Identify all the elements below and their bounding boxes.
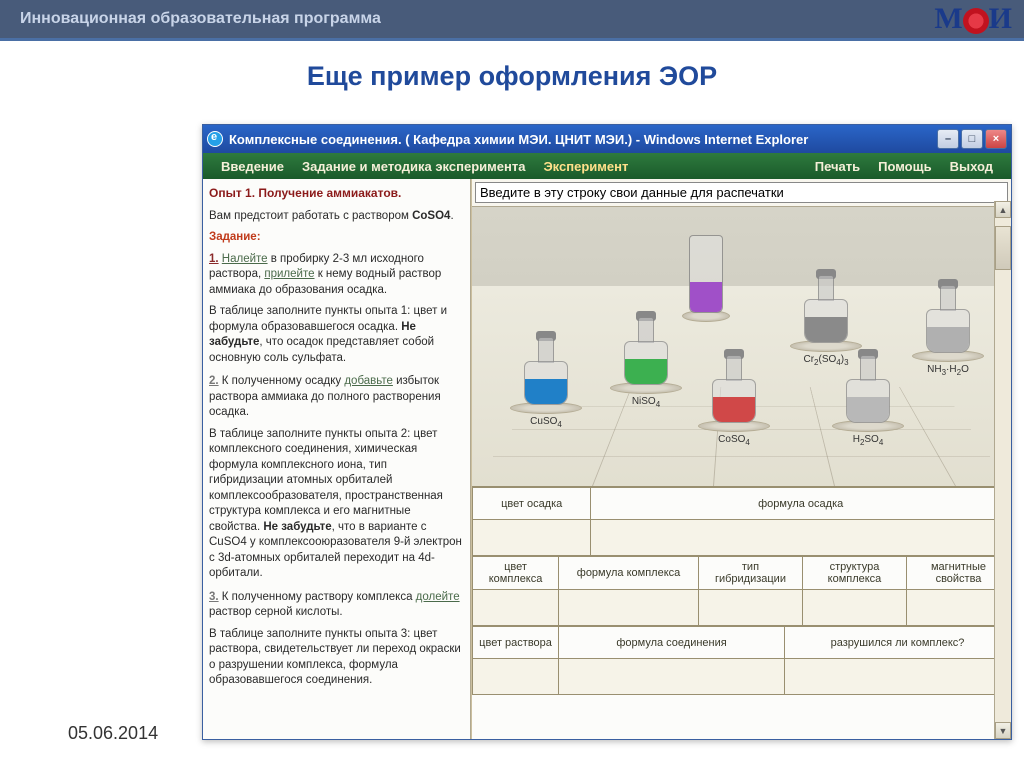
ie-window: Комплексные соединения. ( Кафедра химии … bbox=[202, 124, 1012, 740]
lab-3d-area[interactable]: CuSO4 NiSO4CoSO4 Cr2(SO4)3H2SO4NH3·H2O bbox=[472, 207, 1011, 487]
instructions-pane: Опыт 1. Получение аммиакатов. Вам предст… bbox=[203, 179, 471, 739]
step1-note: В таблице заполните пункты опыта 1: цвет… bbox=[209, 304, 464, 366]
menu-intro[interactable]: Введение bbox=[221, 159, 284, 174]
t2-h3: тип гибридизации bbox=[698, 557, 802, 590]
menu-exit[interactable]: Выход bbox=[950, 159, 993, 174]
vessel-CoSO4[interactable]: CoSO4 bbox=[698, 355, 770, 447]
vessel-Cr2(SO4)3[interactable]: Cr2(SO4)3 bbox=[790, 275, 862, 367]
minimize-button[interactable]: – bbox=[937, 129, 959, 149]
menu-task[interactable]: Задание и методика эксперимента bbox=[302, 159, 525, 174]
vessel-CuSO4[interactable]: CuSO4 bbox=[510, 337, 582, 429]
t1-c1[interactable] bbox=[473, 520, 591, 556]
menu-help[interactable]: Помощь bbox=[878, 159, 931, 174]
scroll-down-button[interactable]: ▼ bbox=[995, 722, 1011, 739]
table-3: цвет раствора формула соединения разруши… bbox=[472, 626, 1011, 695]
step1: 1. Налейте в пробирку 2-3 мл исходного р… bbox=[209, 252, 464, 299]
t3-h2: формула соединения bbox=[559, 627, 785, 659]
vessel-NH3·H2O[interactable]: NH3·H2O bbox=[912, 285, 984, 377]
intro-text: Вам предстоит работать с раствором CoSO4… bbox=[209, 209, 464, 225]
t1-c2[interactable] bbox=[591, 520, 1011, 556]
ie-icon bbox=[207, 131, 223, 147]
content-area: Опыт 1. Получение аммиакатов. Вам предст… bbox=[203, 179, 1011, 739]
slide-title: Еще пример оформления ЭОР bbox=[0, 41, 1024, 100]
t3-h1: цвет раствора bbox=[473, 627, 559, 659]
maximize-button[interactable]: □ bbox=[961, 129, 983, 149]
t2-h1: цвет комплекса bbox=[473, 557, 559, 590]
scroll-thumb[interactable] bbox=[995, 226, 1011, 270]
print-input-row bbox=[472, 179, 1011, 207]
vessel-tube[interactable] bbox=[682, 235, 730, 324]
link-add-excess[interactable]: добавьте bbox=[344, 375, 393, 387]
task-label: Задание: bbox=[209, 230, 464, 246]
print-data-input[interactable] bbox=[475, 182, 1008, 203]
experiment-pane: CuSO4 NiSO4CoSO4 Cr2(SO4)3H2SO4NH3·H2O цве… bbox=[471, 179, 1011, 739]
step3-note: В таблице заполните пункты опыта 3: цвет… bbox=[209, 627, 464, 689]
scroll-up-button[interactable]: ▲ bbox=[995, 201, 1011, 218]
t2-h2: формула комплекса bbox=[559, 557, 699, 590]
slide-date: 05.06.2014 bbox=[68, 723, 158, 744]
menu-print[interactable]: Печать bbox=[815, 159, 860, 174]
t2-h4: структура комплекса bbox=[802, 557, 906, 590]
step2: 2. К полученному осадку добавьте избыток… bbox=[209, 374, 464, 421]
scroll-track[interactable] bbox=[995, 218, 1011, 722]
t1-h1: цвет осадка bbox=[473, 488, 591, 520]
table-1: цвет осадка формула осадка bbox=[472, 487, 1011, 556]
link-add-acid[interactable]: долейте bbox=[416, 591, 460, 603]
close-button[interactable]: × bbox=[985, 129, 1007, 149]
window-title: Комплексные соединения. ( Кафедра химии … bbox=[229, 132, 808, 147]
vessel-H2SO4[interactable]: H2SO4 bbox=[832, 355, 904, 447]
step3: 3. К полученному раствору комплекса доле… bbox=[209, 590, 464, 621]
app-menubar: Введение Задание и методика эксперимента… bbox=[203, 153, 1011, 179]
link-pour[interactable]: Налейте bbox=[222, 253, 268, 265]
window-titlebar[interactable]: Комплексные соединения. ( Кафедра химии … bbox=[203, 125, 1011, 153]
menu-experiment[interactable]: Эксперимент bbox=[543, 159, 628, 174]
link-add[interactable]: прилейте bbox=[264, 268, 314, 280]
vertical-scrollbar[interactable]: ▲ ▼ bbox=[994, 201, 1011, 739]
header-title: Инновационная образовательная программа bbox=[20, 10, 381, 28]
presentation-header: Инновационная образовательная программа bbox=[0, 0, 1024, 38]
vessel-NiSO4[interactable]: NiSO4 bbox=[610, 317, 682, 409]
table-2: цвет комплекса формула комплекса тип гиб… bbox=[472, 556, 1011, 626]
step2-note: В таблице заполните пункты опыта 2: цвет… bbox=[209, 427, 464, 582]
mei-logo: МИ bbox=[934, 2, 1012, 36]
t3-h3: разрушился ли комплекс? bbox=[785, 627, 1011, 659]
results-tables: цвет осадка формула осадка цвет комплекс… bbox=[472, 487, 1011, 739]
t1-h2: формула осадка bbox=[591, 488, 1011, 520]
sun-icon bbox=[963, 8, 989, 34]
experiment-title: Опыт 1. Получение аммиакатов. bbox=[209, 186, 401, 200]
